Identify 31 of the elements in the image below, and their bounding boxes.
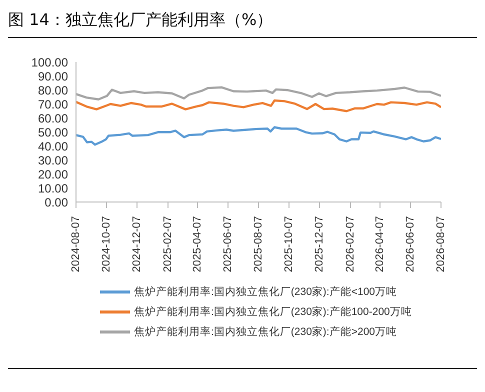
- y-tick-label: 20.00: [38, 167, 68, 182]
- legend-label: 焦炉产能利用率:国内独立焦化厂(230家):产能100-200万吨: [134, 305, 412, 319]
- x-tick-label: 2026-06-07: [404, 216, 416, 272]
- x-tick-label: 2024-08-07: [70, 216, 82, 272]
- x-tick-label: 2026-08-07: [435, 216, 447, 272]
- y-tick-label: 10.00: [38, 181, 68, 196]
- x-tick-label: 2025-12-07: [314, 216, 326, 272]
- x-tick-label: 2025-02-07: [162, 216, 174, 272]
- y-tick-label: 70.00: [38, 97, 68, 112]
- y-tick-label: 80.00: [38, 83, 68, 98]
- x-tick-label: 2025-06-07: [222, 216, 234, 272]
- x-tick-label: 2025-08-07: [252, 216, 264, 272]
- y-tick-label: 0.00: [44, 195, 68, 210]
- y-tick-label: 50.00: [38, 125, 68, 140]
- x-tick-label: 2025-04-07: [192, 216, 204, 272]
- y-tick-label: 100.00: [31, 55, 68, 70]
- chart-title: 图 14：独立焦化厂产能利用率（%）: [8, 8, 477, 38]
- y-tick-label: 60.00: [38, 111, 68, 126]
- x-tick-label: 2025-10-07: [283, 216, 295, 272]
- line-series: [76, 126, 441, 146]
- x-tick-label: 2024-10-07: [100, 216, 112, 272]
- legend-label: 焦炉产能利用率:国内独立焦化厂(230家):产能<100万吨: [134, 285, 397, 299]
- y-tick-label: 90.00: [38, 69, 68, 84]
- line-series: [76, 86, 441, 100]
- x-tick-label: 2026-04-07: [374, 216, 386, 272]
- x-tick-label: 2024-12-07: [131, 216, 143, 272]
- y-tick-label: 30.00: [38, 153, 68, 168]
- y-tick-label: 40.00: [38, 139, 68, 154]
- legend-label: 焦炉产能利用率:国内独立焦化厂(230家):产能>200万吨: [134, 325, 397, 339]
- line-series: [76, 99, 441, 112]
- x-tick-label: 2026-02-07: [344, 216, 356, 272]
